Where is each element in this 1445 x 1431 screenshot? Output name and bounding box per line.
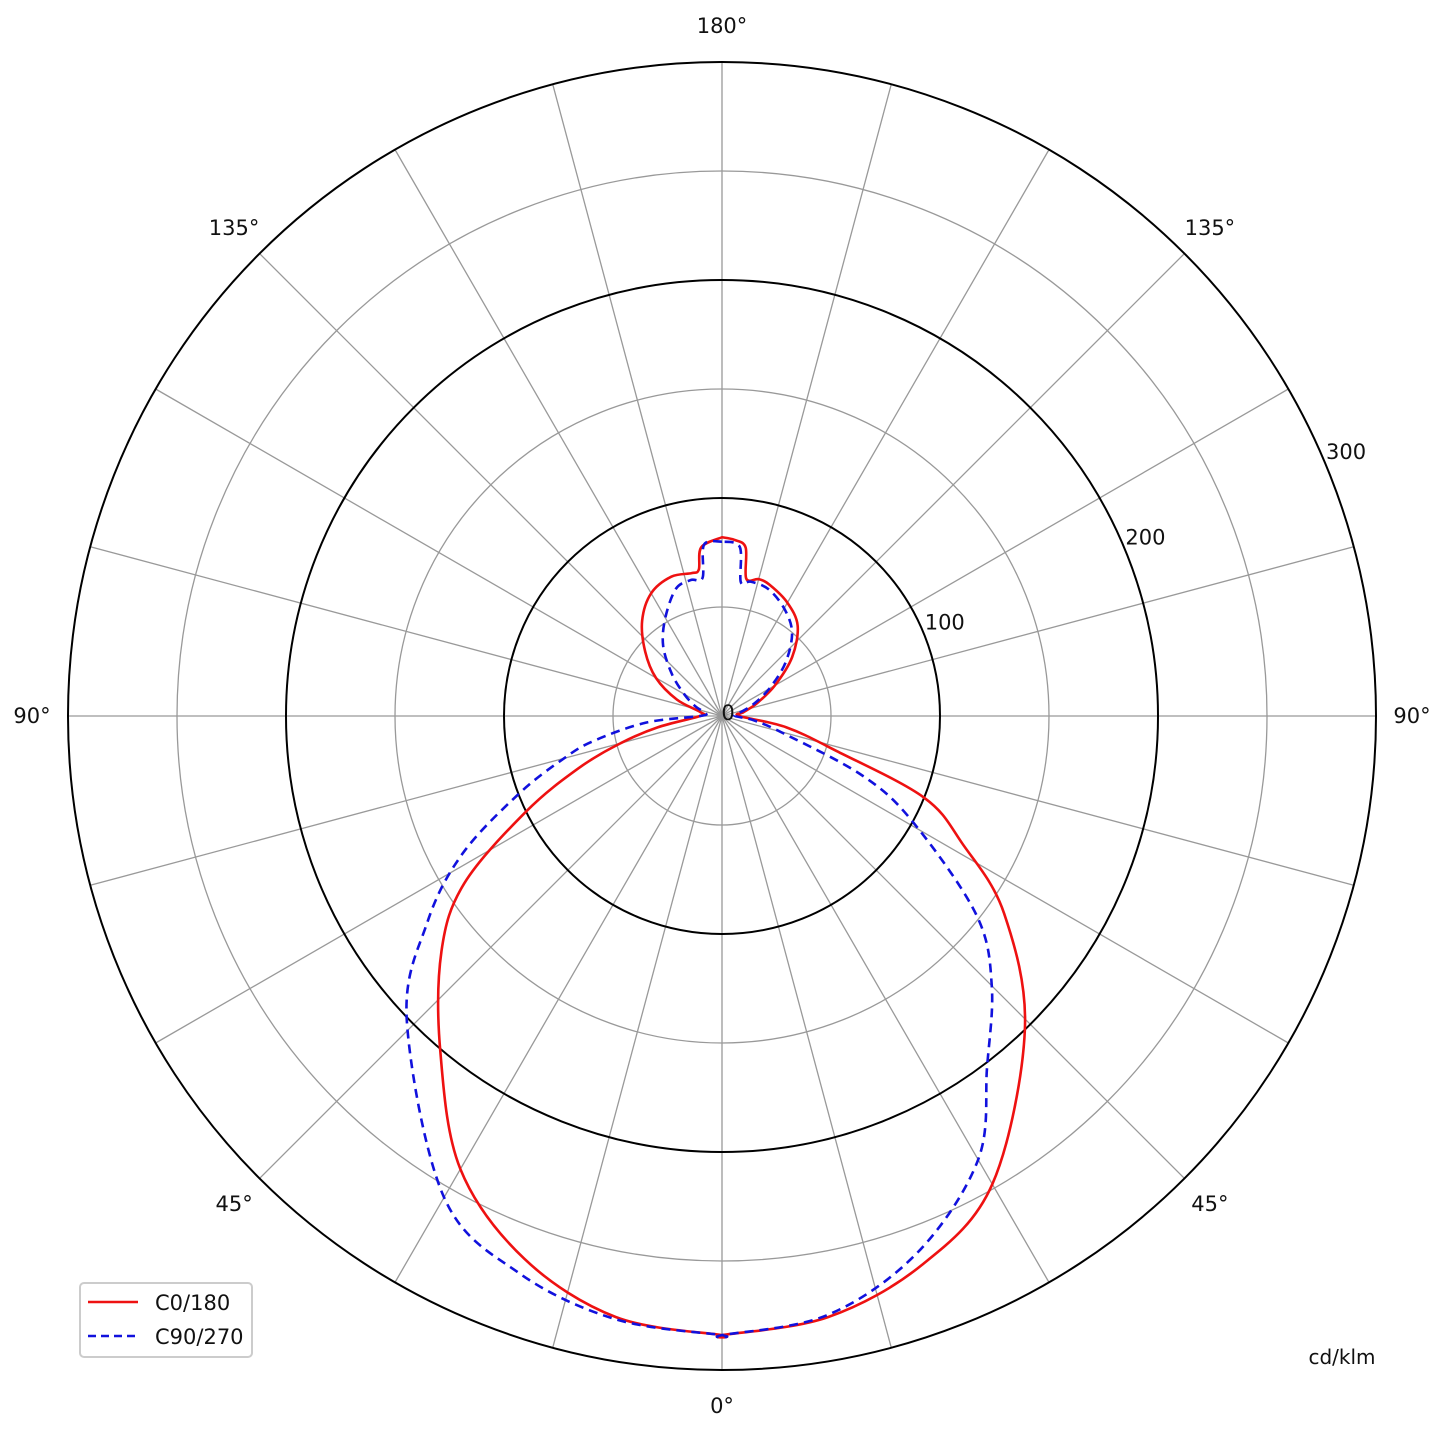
unit-label: cd/klm xyxy=(1308,1345,1375,1369)
series-curve-c90-270 xyxy=(405,539,994,1339)
angle-label: 0° xyxy=(710,1394,734,1418)
radial-tick-label: 0 xyxy=(721,701,734,725)
angle-label: 135° xyxy=(1185,216,1236,240)
angle-label: 45° xyxy=(215,1192,252,1216)
minor-ring xyxy=(612,606,832,826)
polar-grid xyxy=(67,61,1377,1371)
angle-label: 135° xyxy=(209,216,260,240)
minor-ring xyxy=(394,388,1050,1044)
legend-label-c0-180: C0/180 xyxy=(155,1291,230,1315)
legend: C0/180 C90/270 xyxy=(79,1282,253,1358)
angle-label: 90° xyxy=(1393,704,1430,728)
major-ring xyxy=(285,279,1159,1153)
axis-labels: 0 100 200 300 180° 135° 135° 90° 90° 45° 45° 0° xyxy=(13,14,1430,1418)
legend-label-c90-270: C90/270 xyxy=(155,1325,244,1349)
radial-tick-label: 100 xyxy=(925,610,965,634)
minor-ring xyxy=(176,170,1268,1262)
angle-label: 180° xyxy=(697,14,748,38)
angle-label: 90° xyxy=(13,704,50,728)
series-curve-c0-180 xyxy=(436,535,1027,1339)
radial-tick-label: 200 xyxy=(1125,525,1165,549)
major-ring xyxy=(67,61,1377,1371)
major-ring xyxy=(503,497,941,935)
angle-label: 45° xyxy=(1191,1192,1228,1216)
radial-tick-label: 300 xyxy=(1326,440,1366,464)
series-curves xyxy=(405,535,1027,1339)
